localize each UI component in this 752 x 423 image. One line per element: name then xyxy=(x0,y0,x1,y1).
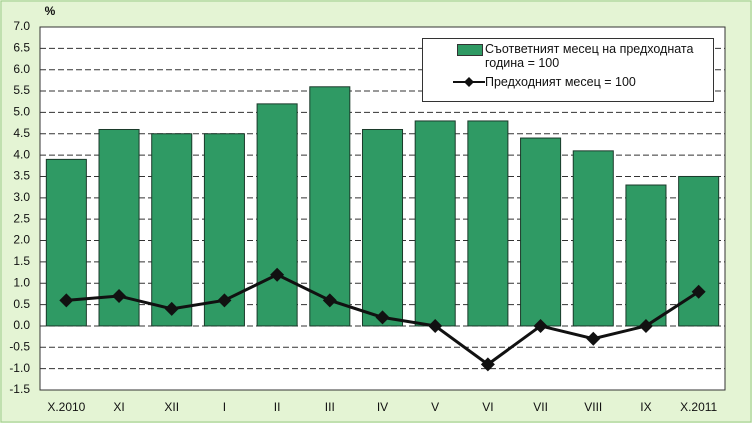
bar xyxy=(678,175,720,327)
legend-swatch-bar xyxy=(457,44,483,56)
y-tick-label: 1.0 xyxy=(13,275,30,289)
plot-border xyxy=(39,26,726,391)
x-tick-label: IX xyxy=(640,400,651,414)
y-tick-label: 6.5 xyxy=(13,41,30,55)
y-tick-label: 1.5 xyxy=(13,254,30,268)
y-tick-label: 0.0 xyxy=(13,318,30,332)
marker xyxy=(691,284,706,299)
x-tick-label: I xyxy=(223,400,226,414)
legend-label: Съответният месец на предходната година … xyxy=(485,42,694,70)
x-tick-label: IV xyxy=(377,400,388,414)
marker xyxy=(112,289,127,304)
marker xyxy=(375,310,390,325)
x-tick-label: X.2010 xyxy=(47,400,85,414)
legend-marker xyxy=(464,77,474,87)
y-tick-label: -0.5 xyxy=(9,339,30,353)
marker xyxy=(638,318,653,333)
x-tick-label: VI xyxy=(482,400,493,414)
bar xyxy=(414,120,456,327)
marker xyxy=(533,318,548,333)
marker xyxy=(586,331,601,346)
marker xyxy=(217,293,232,308)
bar xyxy=(361,128,404,327)
y-tick-label: 4.0 xyxy=(13,147,30,161)
bar xyxy=(309,86,351,327)
legend-swatch-line xyxy=(453,77,485,87)
y-tick-label: 3.5 xyxy=(13,169,30,183)
marker xyxy=(270,267,285,282)
y-axis-label: % xyxy=(45,4,56,18)
marker xyxy=(428,318,443,333)
marker xyxy=(164,301,179,316)
marker xyxy=(59,293,74,308)
marker xyxy=(322,293,337,308)
x-tick-label: XII xyxy=(164,400,179,414)
legend: Съответният месец на предходната година … xyxy=(422,38,714,102)
legend-label: Предходният месец = 100 xyxy=(485,75,636,89)
bar xyxy=(625,184,667,327)
y-tick-label: 2.5 xyxy=(13,211,30,225)
x-tick-label: VIII xyxy=(584,400,602,414)
x-tick-label: III xyxy=(325,400,335,414)
bar xyxy=(520,137,562,327)
y-tick-label: 3.0 xyxy=(13,190,30,204)
marker xyxy=(480,357,495,372)
y-tick-label: -1.5 xyxy=(9,382,30,396)
y-tick-label: 7.0 xyxy=(13,19,30,33)
x-tick-label: VII xyxy=(533,400,548,414)
y-tick-label: 4.5 xyxy=(13,126,30,140)
bar xyxy=(572,150,614,327)
bar xyxy=(151,133,193,327)
x-tick-label: V xyxy=(431,400,439,414)
y-tick-label: 5.0 xyxy=(13,105,30,119)
x-tick-label: XI xyxy=(113,400,124,414)
y-tick-label: 6.0 xyxy=(13,62,30,76)
bar xyxy=(256,103,298,327)
bar xyxy=(467,120,509,327)
y-tick-label: -1.0 xyxy=(9,361,30,375)
x-tick-label: X.2011 xyxy=(680,400,717,414)
y-tick-label: 5.5 xyxy=(13,83,30,97)
x-tick-label: II xyxy=(274,400,281,414)
y-tick-label: 0.5 xyxy=(13,297,30,311)
y-tick-label: 2.0 xyxy=(13,233,30,247)
